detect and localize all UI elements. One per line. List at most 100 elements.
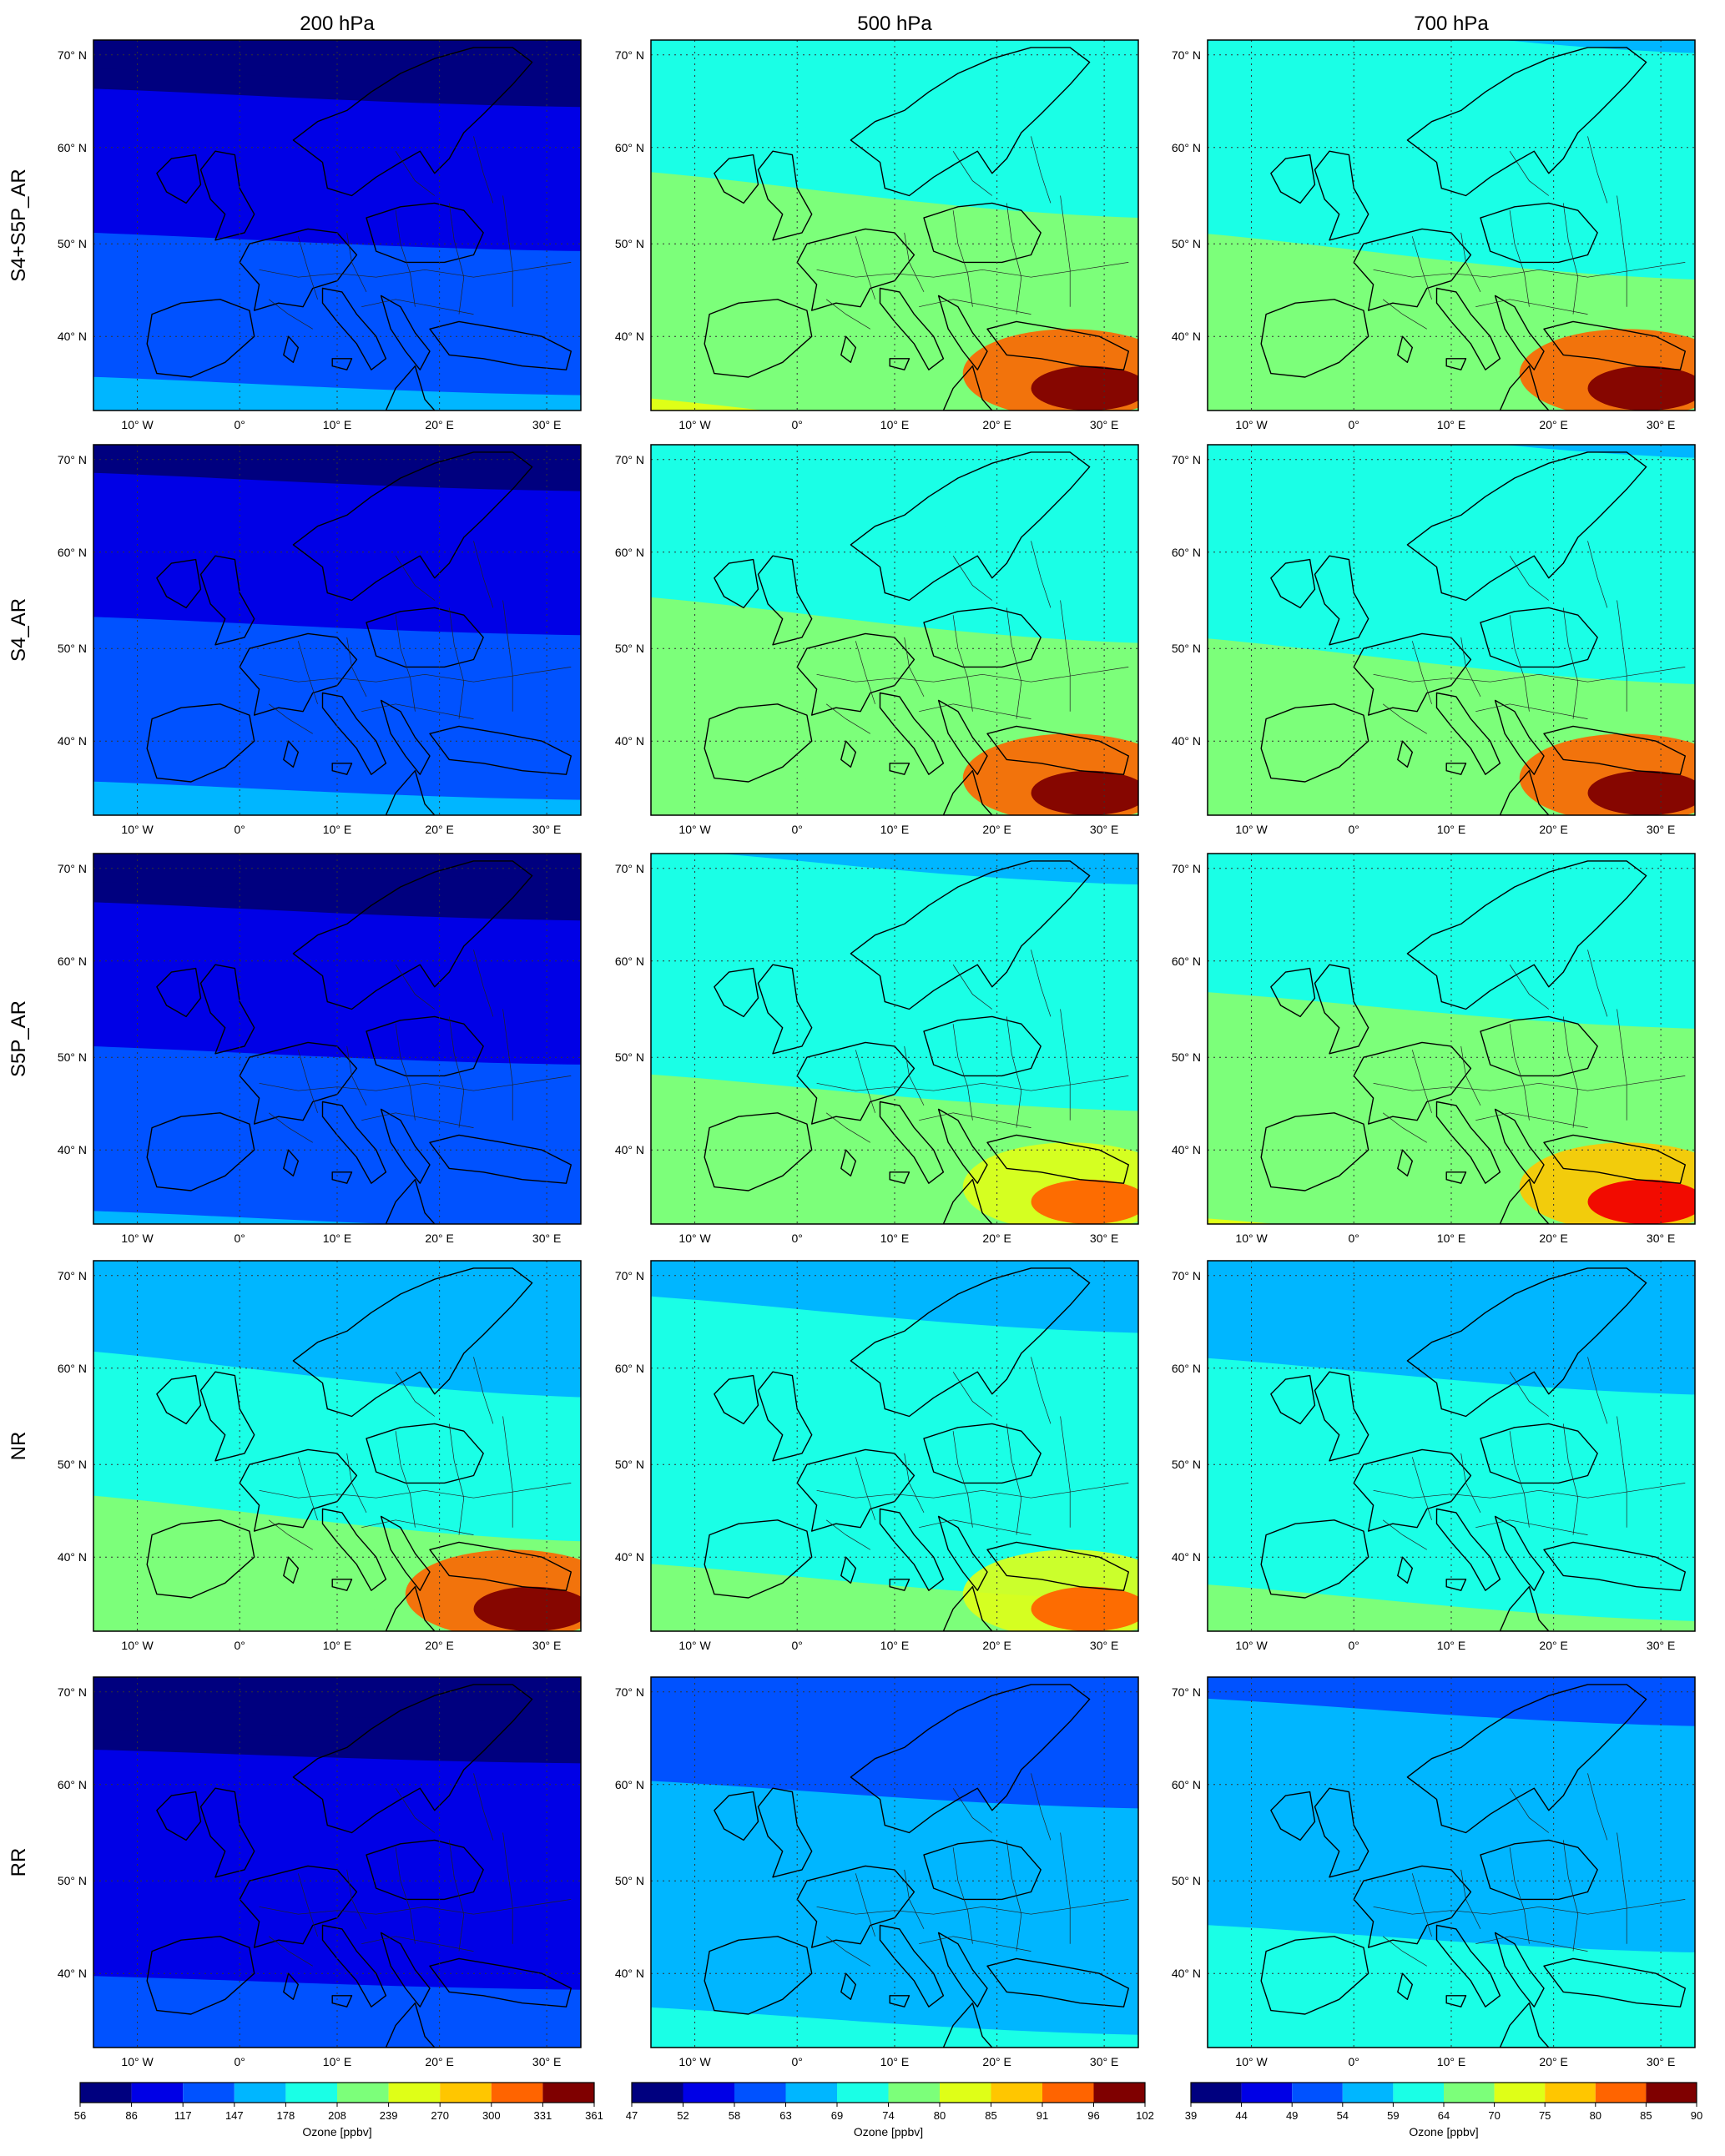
colorbar-swatch — [785, 2083, 837, 2103]
lon-tick-label: 30° E — [1090, 1232, 1118, 1245]
colorbar-tick-label: 49 — [1286, 2109, 1298, 2122]
lon-tick-label: 20° E — [1539, 2055, 1567, 2068]
colorbar-tick-label: 147 — [225, 2109, 244, 2122]
lat-tick-label: 70° N — [1172, 48, 1201, 62]
lon-tick-label: 0° — [235, 418, 245, 431]
map-frame — [650, 1260, 1139, 1632]
colorbar-swatch — [1241, 2083, 1293, 2103]
ozone-contour-field — [651, 445, 1138, 815]
lon-tick-label: 20° E — [1539, 418, 1567, 431]
colorbar-swatch — [131, 2083, 184, 2103]
coastlines — [1260, 1267, 1687, 1631]
colorbar-swatch — [1545, 2083, 1596, 2103]
lat-tick-label: 70° N — [615, 453, 644, 466]
map-panel-r1-c3: 10° W 0° 10° E 20° E 30° E 70° N 60° N 50° N 40°… — [1172, 39, 1696, 431]
map-frame — [1207, 1260, 1696, 1632]
lon-tick-label: 10° W — [121, 823, 154, 836]
lat-tick-label: 60° N — [58, 1778, 87, 1791]
lat-tick-label: 50° N — [58, 1050, 87, 1064]
lon-tick-label: 20° E — [1539, 823, 1567, 836]
lat-tick-label: 70° N — [1172, 862, 1201, 875]
lat-tick-label: 60° N — [615, 955, 644, 968]
lon-tick-label: 10° W — [1235, 1232, 1268, 1245]
lon-tick-label: 0° — [235, 1639, 245, 1652]
lat-tick-label: 40° N — [58, 330, 87, 343]
colorbar-tick-label: 54 — [1337, 2109, 1349, 2122]
lon-tick-label: 10° W — [121, 2055, 154, 2068]
colorbar-tick-label: 70 — [1488, 2109, 1500, 2122]
lat-tick-label: 70° N — [1172, 1685, 1201, 1699]
row-label-1: S4+S5P_AR — [8, 169, 30, 281]
lon-tick-label: 10° E — [323, 2055, 351, 2068]
lat-tick-label: 70° N — [1172, 453, 1201, 466]
colorbar-swatch — [388, 2083, 441, 2103]
coastlines — [146, 1684, 572, 2048]
lon-tick-label: 0° — [1349, 1639, 1359, 1652]
colorbar-tick-label: 59 — [1387, 2109, 1399, 2122]
lon-tick-label: 20° E — [425, 1639, 453, 1652]
map-panel-r4-c3: 10° W 0° 10° E 20° E 30° E 70° N 60° N 50° N 40°… — [1172, 1260, 1696, 1652]
lat-tick-label: 60° N — [1172, 1362, 1201, 1375]
lat-tick-label: 60° N — [615, 1778, 644, 1791]
colorbar-swatch — [491, 2083, 543, 2103]
column-title-1: 200 hPa — [300, 13, 375, 35]
map-panel-r2-c1: 10° W 0° 10° E 20° E 30° E 70° N 60° N 50° N 40°… — [58, 444, 582, 836]
lon-tick-label: 10° E — [880, 2055, 909, 2068]
lat-tick-label: 50° N — [58, 1874, 87, 1887]
colorbar-tick-label: 39 — [1185, 2109, 1197, 2122]
colorbar-tick-label: 74 — [882, 2109, 894, 2122]
lon-tick-label: 10° E — [323, 1639, 351, 1652]
colorbar-swatch — [837, 2083, 889, 2103]
lon-tick-label: 10° E — [1437, 1639, 1465, 1652]
map-panel-r2-c3: 10° W 0° 10° E 20° E 30° E 70° N 60° N 50° N 40°… — [1172, 444, 1696, 836]
lat-tick-label: 50° N — [615, 1458, 644, 1471]
coastlines — [704, 47, 1130, 411]
map-frame — [93, 1676, 582, 2048]
map-frame — [1207, 853, 1696, 1225]
lon-tick-label: 0° — [792, 823, 803, 836]
lon-tick-label: 20° E — [982, 2055, 1011, 2068]
colorbar-tick-label: 270 — [431, 2109, 449, 2122]
lon-tick-label: 30° E — [532, 2055, 561, 2068]
colorbar-3: 39 44 49 54 59 64 70 75 80 85 90 Ozone [ppbv] — [1185, 2082, 1702, 2138]
lon-tick-label: 30° E — [1647, 418, 1675, 431]
colorbar-tick-label: 91 — [1037, 2109, 1048, 2122]
lon-tick-label: 10° W — [121, 1639, 154, 1652]
lon-tick-label: 0° — [235, 1232, 245, 1245]
colorbar-swatch — [1444, 2083, 1495, 2103]
lat-tick-label: 40° N — [615, 734, 644, 748]
lat-tick-label: 50° N — [615, 642, 644, 655]
map-frame — [93, 39, 582, 411]
lon-tick-label: 10° W — [678, 418, 711, 431]
colorbar-tick-label: 102 — [1136, 2109, 1154, 2122]
colorbar-swatch — [285, 2083, 337, 2103]
ozone-contour-field — [1208, 40, 1695, 411]
map-panel-r5-c1: 10° W 0° 10° E 20° E 30° E 70° N 60° N 50° N 40°… — [58, 1676, 582, 2068]
column-title-3: 700 hPa — [1414, 13, 1489, 35]
lon-tick-label: 20° E — [1539, 1639, 1567, 1652]
lat-tick-label: 40° N — [58, 734, 87, 748]
colorbar-tick-label: 52 — [677, 2109, 688, 2122]
lon-tick-label: 20° E — [425, 823, 453, 836]
colorbar-swatch — [888, 2083, 940, 2103]
lat-tick-label: 40° N — [58, 1967, 87, 1980]
lon-tick-label: 20° E — [982, 418, 1011, 431]
lon-tick-label: 10° E — [1437, 1232, 1465, 1245]
ozone-contour-field — [93, 1261, 581, 1631]
lat-tick-label: 60° N — [615, 546, 644, 559]
lon-tick-label: 10° E — [323, 418, 351, 431]
lat-tick-label: 70° N — [615, 48, 644, 62]
lon-tick-label: 10° W — [1235, 823, 1268, 836]
lon-tick-label: 30° E — [1090, 418, 1118, 431]
lon-tick-label: 10° W — [678, 823, 711, 836]
ozone-contour-field — [93, 445, 581, 815]
lon-tick-label: 10° W — [678, 1232, 711, 1245]
colorbar-swatch — [632, 2083, 683, 2103]
lat-tick-label: 40° N — [615, 1550, 644, 1564]
colorbar-swatch — [683, 2083, 734, 2103]
lat-tick-label: 70° N — [615, 1269, 644, 1282]
lat-tick-label: 70° N — [1172, 1269, 1201, 1282]
lat-tick-label: 70° N — [615, 1685, 644, 1699]
lat-tick-label: 70° N — [615, 862, 644, 875]
